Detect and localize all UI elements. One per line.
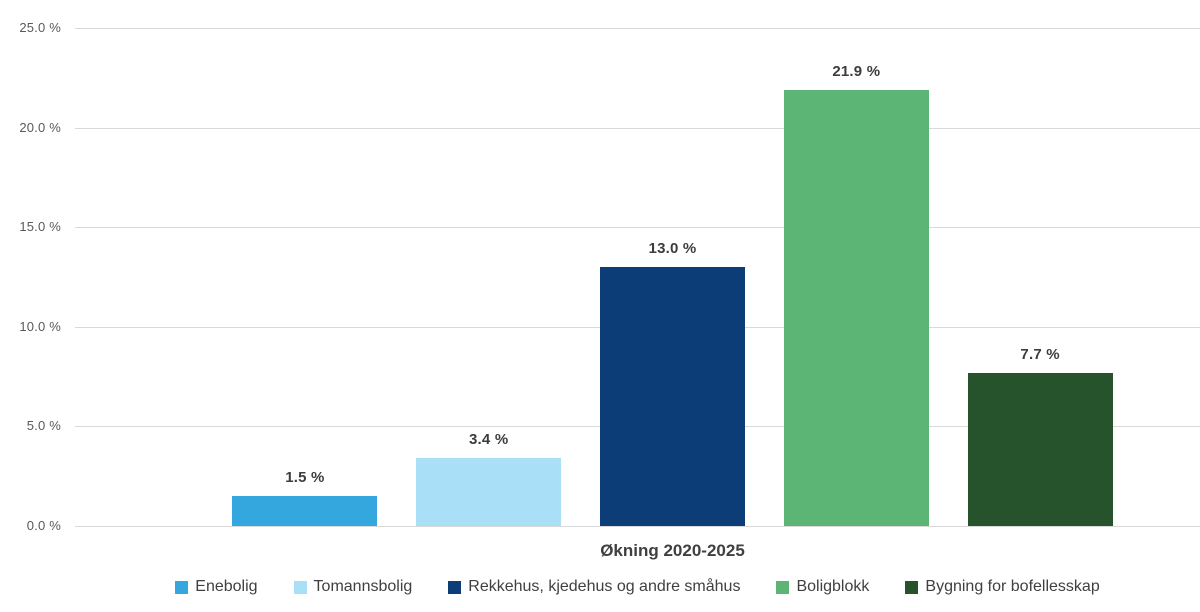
y-tick-label: 5.0 % [26, 418, 61, 434]
y-tick-label: 20.0 % [19, 119, 61, 135]
legend-swatch-icon [905, 580, 919, 594]
bar-value-label: 7.7 % [1020, 345, 1060, 363]
bar-value-label: 21.9 % [832, 62, 881, 80]
legend-swatch-icon [776, 580, 790, 594]
legend-item: Boligblokk [776, 577, 869, 597]
legend-item: Enebolig [175, 577, 258, 597]
bar [967, 372, 1113, 526]
bar [600, 267, 745, 526]
legend-swatch-icon [448, 580, 462, 594]
y-tick-label: 0.0 % [26, 518, 61, 533]
gridline [75, 127, 1200, 129]
gridline [75, 526, 1200, 527]
x-axis-title: Økning 2020-2025 [600, 541, 745, 560]
legend-swatch-icon [293, 580, 307, 594]
bar-value-label: 13.0 % [648, 240, 697, 258]
bar [416, 458, 562, 526]
legend-item-label: Tomannsbolig [313, 578, 413, 595]
y-tick-label: 15.0 % [19, 219, 61, 235]
bar-value-label: 1.5 % [285, 469, 325, 487]
legend-item-label: Boligblokk [796, 578, 870, 595]
y-tick-label: 25.0 % [19, 20, 61, 35]
legend-item: Rekkehus, kjedehus og andre småhus [448, 577, 740, 597]
gridline [75, 28, 1200, 29]
gridline [75, 227, 1200, 229]
legend-swatch-icon [175, 580, 189, 594]
legend-item-label: Rekkehus, kjedehus og andre småhus [468, 578, 741, 595]
y-tick-label: 10.0 % [19, 318, 61, 334]
legend: Enebolig Tomannsbolig Rekkehus, kjedehus o… [75, 576, 1200, 598]
bar-value-label: 3.4 % [469, 431, 509, 449]
legend-item-label: Enebolig [195, 578, 258, 595]
bar [232, 496, 378, 526]
legend-item: Bygning for bofellesskap [905, 577, 1100, 597]
bar [783, 89, 929, 526]
legend-item: Tomannsbolig [293, 577, 413, 597]
legend-item-label: Bygning for bofellesskap [925, 578, 1100, 595]
